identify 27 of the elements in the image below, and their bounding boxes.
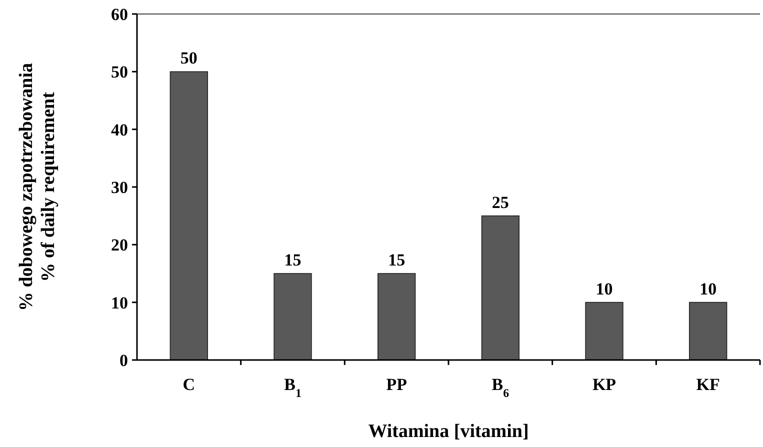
y-tick-label: 0: [120, 350, 128, 370]
x-tick-label: KF: [696, 375, 720, 394]
y-tick-label: 20: [111, 236, 128, 255]
data-label: 10: [700, 279, 717, 298]
y-tick-label: 50: [111, 62, 128, 82]
bar: [688, 302, 728, 360]
data-label: 50: [180, 48, 198, 68]
x-tick-label: KP: [592, 375, 616, 394]
data-label: 25: [492, 192, 509, 212]
bar: [585, 302, 624, 360]
x-tick-label: B$_{1}$: [284, 375, 302, 400]
data-label: 15: [284, 250, 302, 270]
y-tick-label: 60: [111, 4, 128, 24]
y-axis-title: % dobowego zapotrzebowania % of daily requirement: [16, 62, 59, 312]
x-axis-title: Witamina [vitamin]: [368, 421, 529, 442]
data-label: 10: [596, 279, 613, 298]
x-tick-label: B$_{6}$: [492, 375, 510, 400]
x-tick-label: C: [182, 375, 196, 394]
data-label: 15: [388, 250, 406, 270]
bar: [481, 215, 520, 360]
bar: [377, 273, 416, 360]
y-tick-label: 30: [111, 178, 128, 197]
x-tick-label: PP: [386, 375, 407, 394]
y-tick-label: 40: [111, 120, 128, 140]
bar: [170, 71, 208, 360]
y-tick-label: 10: [111, 293, 128, 312]
bar: [274, 273, 312, 360]
